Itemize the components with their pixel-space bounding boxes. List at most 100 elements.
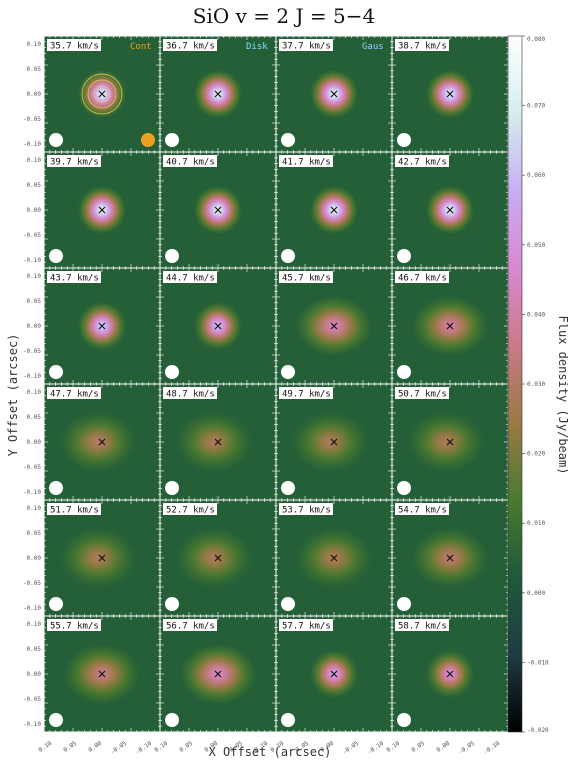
x-tick-label: 0.05	[410, 740, 426, 754]
colorbar-tick-label: 0.080	[527, 36, 545, 43]
channel-panel: 40.7 km/s	[159, 151, 277, 269]
y-tick-label: 0.05	[27, 530, 42, 537]
center-cross-icon	[330, 438, 338, 446]
velocity-label-box	[395, 155, 449, 167]
velocity-label: 56.7 km/s	[166, 622, 215, 632]
y-tick-label: -0.05	[23, 696, 41, 703]
velocity-label: 52.7 km/s	[166, 506, 215, 516]
beam-ellipse	[49, 133, 63, 147]
disk-label: Disk	[246, 42, 268, 52]
emission-blob	[292, 412, 368, 472]
colorbar-tick-label: -0.020	[527, 727, 549, 734]
center-cross-icon	[98, 554, 106, 562]
figure-title: SiO v = 2 J = 5−4	[192, 4, 376, 28]
channel-panel: 41.7 km/s	[275, 151, 393, 269]
beam-ellipse	[49, 365, 63, 379]
center-cross-icon	[446, 90, 454, 98]
channel-panel: 46.7 km/s	[391, 267, 509, 385]
y-tick-label: -0.05	[23, 116, 41, 123]
velocity-label-box	[279, 503, 333, 515]
x-tick-label: 0.10	[37, 740, 53, 754]
beam-ellipse	[165, 481, 179, 495]
y-tick-label: -0.10	[23, 721, 41, 728]
velocity-label-box	[395, 271, 449, 283]
velocity-label-box	[163, 271, 217, 283]
channel-panel: Gaus 37.7 km/s	[275, 35, 393, 153]
gaus-label: Gaus	[362, 42, 384, 52]
y-tick-label: 0.10	[27, 621, 42, 628]
center-cross-icon	[214, 206, 222, 214]
velocity-label-box	[395, 503, 449, 515]
velocity-label: 35.7 km/s	[50, 42, 99, 52]
beam-ellipse	[49, 249, 63, 263]
channel-panel: 55.7 km/s 0.10 0.05 0.00 -0.05 -0.10 0.10 0.05 0…	[23, 615, 161, 756]
channel-panel: 44.7 km/s	[159, 267, 277, 385]
beam-ellipse	[165, 713, 179, 727]
velocity-label: 40.7 km/s	[166, 158, 215, 168]
y-axis-label: Y Offset (arcsec)	[6, 333, 20, 457]
beam-ellipse	[281, 481, 295, 495]
beam-ellipse	[49, 597, 63, 611]
colorbar-tick-label: 0.030	[527, 381, 545, 388]
channel-panel: Disk 36.7 km/s	[159, 35, 277, 153]
y-tick-label: -0.10	[23, 605, 41, 612]
center-cross-icon	[98, 438, 106, 446]
velocity-label-box	[279, 155, 333, 167]
channel-panel: 39.7 km/s 0.10 0.05 0.00 -0.05 -0.10	[23, 151, 161, 269]
velocity-label-box	[395, 387, 449, 399]
beam-ellipse	[397, 481, 411, 495]
velocity-label-box	[47, 503, 101, 515]
center-cross-icon	[98, 322, 106, 330]
y-tick-label: 0.00	[27, 323, 42, 330]
colorbar-tick-label: 0.050	[527, 242, 545, 249]
y-tick-label: -0.10	[23, 489, 41, 496]
center-cross-icon	[446, 438, 454, 446]
velocity-label-box	[395, 619, 449, 631]
beam-ellipse	[49, 481, 63, 495]
y-tick-label: 0.00	[27, 671, 42, 678]
channel-panel: 58.7 km/s0.10 0.05 0.00 -0.05 -0.10	[385, 615, 509, 756]
velocity-label-box	[47, 155, 101, 167]
y-tick-label: -0.05	[23, 232, 41, 239]
center-cross-icon	[446, 206, 454, 214]
x-tick-label: -0.05	[457, 740, 476, 756]
colorbar-label: Flux density (Jy/beam)	[556, 315, 568, 475]
emission-blob	[408, 412, 484, 472]
velocity-label-box	[163, 155, 217, 167]
y-tick-label: 0.05	[27, 414, 42, 421]
center-cross-icon	[214, 438, 222, 446]
velocity-label: 46.7 km/s	[398, 274, 447, 284]
velocity-label: 57.7 km/s	[282, 622, 331, 632]
x-tick-label: 0.00	[435, 740, 451, 754]
center-cross-icon	[330, 670, 338, 678]
colorbar-tick-label: 0.040	[527, 311, 545, 318]
center-cross-icon	[446, 322, 454, 330]
center-cross-icon	[446, 670, 454, 678]
y-tick-label: 0.00	[27, 207, 42, 214]
y-tick-label: 0.00	[27, 91, 42, 98]
y-tick-label: -0.10	[23, 141, 41, 148]
y-tick-label: -0.10	[23, 257, 41, 264]
velocity-label-box	[279, 387, 333, 399]
velocity-label-box	[279, 39, 333, 51]
channel-panel: 51.7 km/s 0.10 0.05 0.00 -0.05 -0.10	[23, 499, 161, 617]
velocity-label: 45.7 km/s	[282, 274, 331, 284]
x-tick-label: -0.10	[482, 740, 501, 756]
center-cross-icon	[98, 90, 106, 98]
velocity-label: 49.7 km/s	[282, 390, 331, 400]
velocity-label: 54.7 km/s	[398, 506, 447, 516]
center-cross-icon	[214, 554, 222, 562]
velocity-label: 38.7 km/s	[398, 42, 447, 52]
colorbar-tick-label: 0.020	[527, 451, 545, 458]
velocity-label: 36.7 km/s	[166, 42, 215, 52]
velocity-label-box	[163, 39, 217, 51]
colorbar-tick-label: 0.060	[527, 172, 545, 179]
velocity-label: 41.7 km/s	[282, 158, 331, 168]
channel-panel: 56.7 km/s0.10 0.05 0.00 -0.05 -0.10	[153, 615, 277, 756]
y-tick-label: 0.10	[27, 41, 42, 48]
y-tick-label: -0.05	[23, 348, 41, 355]
y-tick-label: 0.00	[27, 555, 42, 562]
x-tick-label: 0.00	[87, 740, 103, 754]
channel-panel: 49.7 km/s	[275, 383, 393, 501]
center-cross-icon	[214, 670, 222, 678]
